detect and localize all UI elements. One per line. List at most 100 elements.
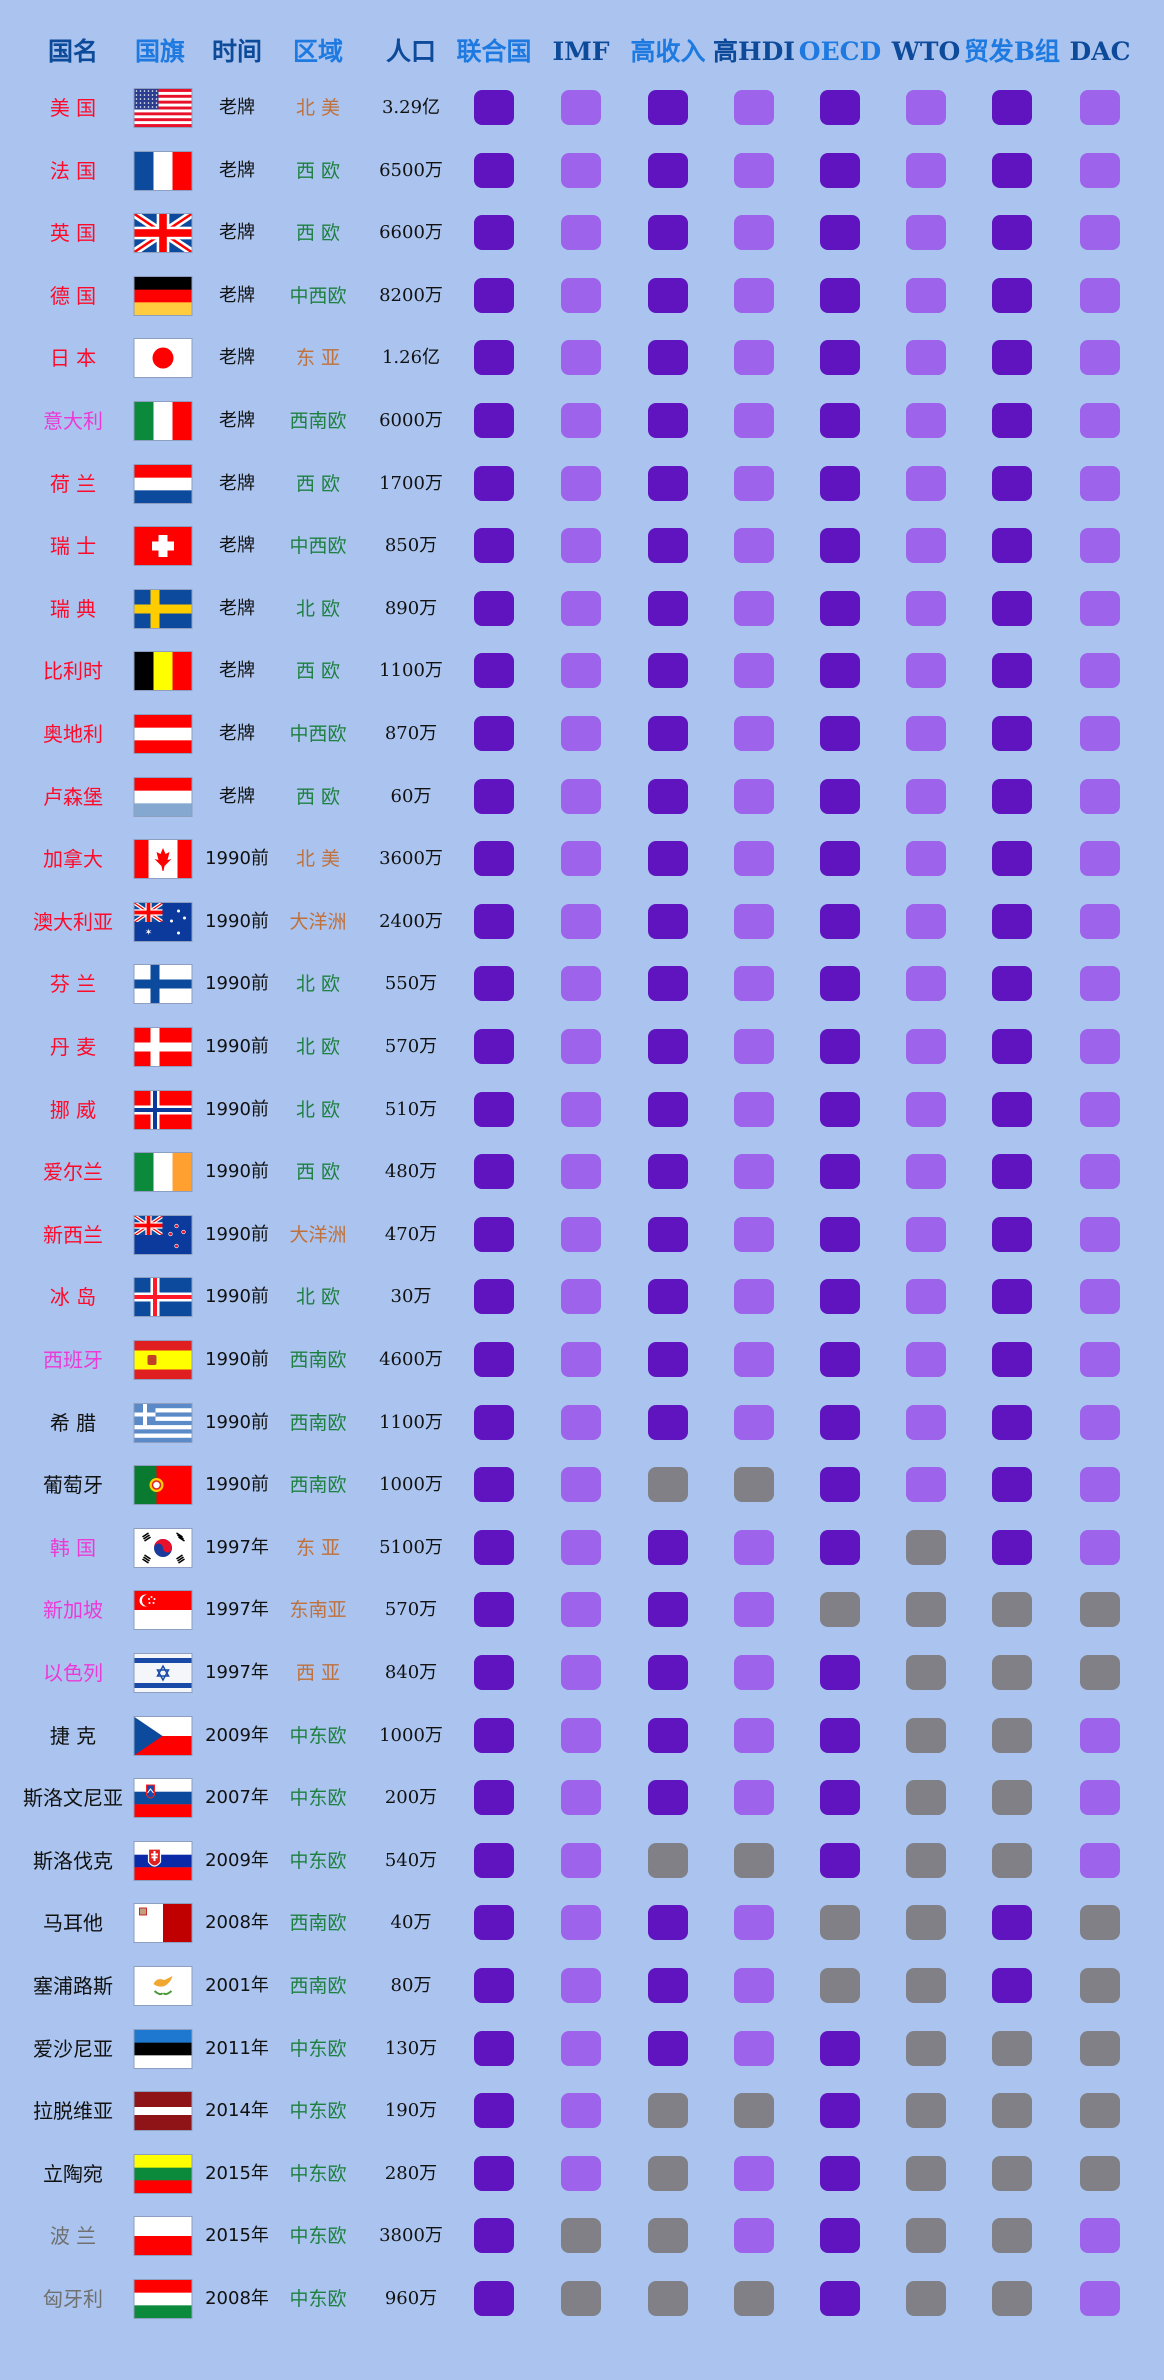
join-time: 1990前 [205,1474,269,1496]
country-name: 法 国 [49,158,97,183]
status-badge [648,1342,688,1377]
join-time: 老牌 [219,660,255,682]
flag-si-icon [134,1779,192,1818]
country-name: 德 国 [49,283,97,308]
status-badge [648,841,688,877]
population: 6500万 [379,159,443,181]
region: 中东欧 [289,1849,347,1872]
status-badge [992,1842,1032,1878]
region: 西 亚 [295,1662,341,1684]
flag-nl-icon [134,464,192,503]
status-badge [734,1968,774,2003]
status-badge [1080,1968,1120,2003]
join-time: 老牌 [219,785,255,807]
status-badge [474,1968,514,2003]
status-badge [906,1216,946,1252]
flag-de-icon [134,276,192,315]
status-badge [992,653,1032,689]
table-row: 加拿大 1990前 北 美 3600万 [0,828,1164,890]
status-badge [992,403,1032,438]
status-badge [474,653,514,689]
status-badge [561,2281,601,2316]
status-badge [992,1091,1032,1127]
status-badge [734,2093,774,2129]
status-badge [734,277,774,313]
table-row: 意大利 老牌 西南欧 6000万 [0,390,1164,452]
status-badge [561,277,601,313]
status-badge [820,2218,860,2254]
status-badge [734,1905,774,1941]
status-badge [561,1279,601,1315]
status-badge [734,1780,774,1816]
status-badge [734,1467,774,1503]
status-badge [734,1342,774,1377]
flag-pl-icon [134,2217,192,2256]
status-badge [820,528,860,564]
join-time: 1990前 [205,910,269,932]
table-row: 荷 兰 老牌 西 欧 1700万 [0,453,1164,515]
status-badge [992,2030,1032,2066]
population: 30万 [390,1286,432,1308]
status-badge [820,2155,860,2191]
region: 北 欧 [295,1286,341,1309]
region: 西 欧 [295,222,341,245]
table-row: 瑞 典 老牌 北 欧 890万 [0,578,1164,640]
status-badge [474,2093,514,2129]
flag-gr-icon [134,1403,192,1442]
column-header: OECD [798,37,882,66]
status-badge [561,1905,601,1941]
status-badge [906,653,946,689]
status-badge [648,1842,688,1878]
region: 西南欧 [289,1912,347,1935]
population: 1700万 [379,472,443,494]
population: 1100万 [379,1411,443,1433]
flag-it-icon [134,402,192,440]
column-header: DAC [1069,37,1131,66]
status-badge [906,403,946,438]
status-badge [992,841,1032,877]
status-badge [561,1404,601,1440]
region: 北 欧 [295,973,341,996]
status-badge [992,215,1032,251]
country-name: 捷 克 [49,1723,97,1748]
status-badge [1080,966,1120,1002]
population: 540万 [384,1849,438,1871]
status-badge [734,903,774,939]
status-badge [906,1154,946,1190]
status-badge [906,716,946,751]
join-time: 2008年 [205,1912,269,1934]
status-badge [734,966,774,1002]
status-badge [648,1216,688,1252]
table-row: 日 本 老牌 东 亚 1.26亿 [0,327,1164,389]
status-badge [648,340,688,376]
join-time: 老牌 [219,347,255,369]
status-badge [561,841,601,877]
country-name: 波 兰 [49,2224,97,2249]
population: 80万 [390,1975,432,1996]
status-badge [474,90,514,125]
status-badge [1080,1842,1120,1878]
status-badge [561,1029,601,1064]
status-badge [992,1968,1032,2003]
column-header: 时间 [211,37,263,66]
flag-be-icon [134,652,192,691]
population: 3.29亿 [381,97,441,118]
status-badge [1080,1592,1120,1628]
status-badge [1080,1905,1120,1941]
population: 1100万 [379,660,443,682]
status-badge [820,841,860,877]
status-badge [906,1529,946,1565]
status-badge [1080,2281,1120,2316]
status-badge [820,1529,860,1565]
population: 4600万 [379,1349,443,1370]
status-badge [906,277,946,313]
status-badge [561,716,601,751]
status-badge [1080,1154,1120,1190]
join-time: 老牌 [219,535,255,557]
table-row: 瑞 士 老牌 中西欧 850万 [0,515,1164,577]
region: 中东欧 [289,2288,347,2310]
flag-at-icon [134,715,192,753]
country-name: 英 国 [49,221,97,246]
table-row: 韩 国 1997年 东 亚 5100万 [0,1517,1164,1579]
status-badge [648,528,688,564]
